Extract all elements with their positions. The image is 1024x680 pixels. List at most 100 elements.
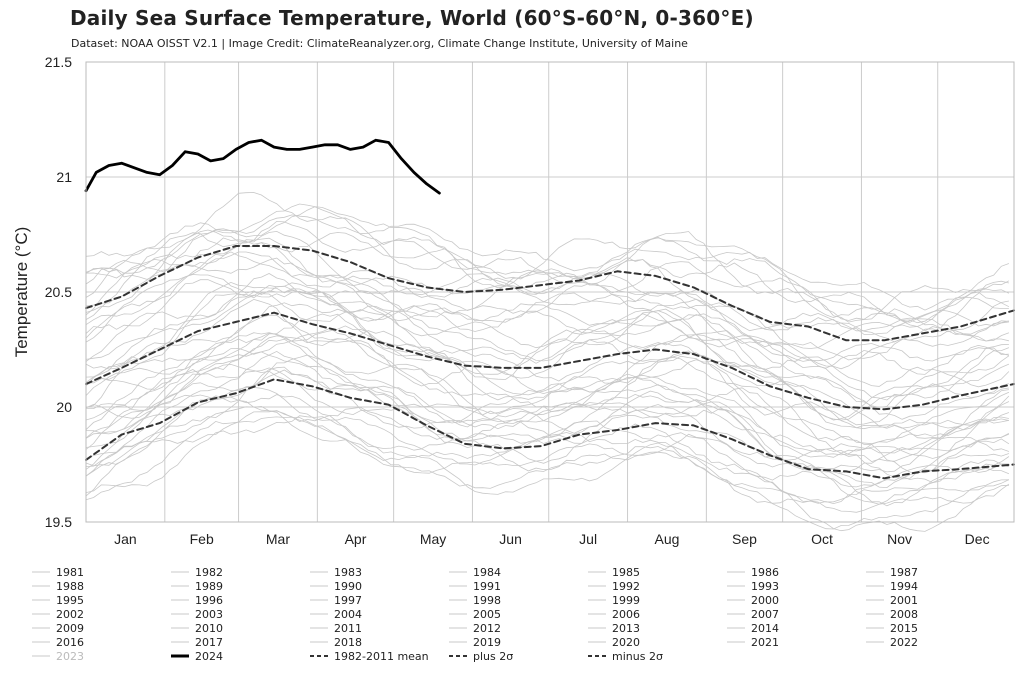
legend-item[interactable]: 2019: [449, 635, 501, 649]
legend-item[interactable]: 2017: [171, 635, 223, 649]
legend-item[interactable]: 1985: [588, 565, 640, 579]
legend-label: 2011: [334, 621, 362, 635]
background-year-line: [85, 281, 1009, 421]
legend-item[interactable]: 1992: [588, 579, 640, 593]
legend-label: 2015: [890, 621, 918, 635]
legend-item[interactable]: 2007: [727, 607, 779, 621]
legend-label: 1995: [56, 593, 84, 607]
legend-swatch: [310, 641, 328, 643]
legend-item[interactable]: 1984: [449, 565, 501, 579]
legend-label: minus 2σ: [612, 649, 663, 663]
legend-item[interactable]: 2021: [727, 635, 779, 649]
legend-swatch: [866, 585, 884, 587]
legend-label: 1981: [56, 565, 84, 579]
legend-swatch: [588, 599, 606, 601]
legend-item[interactable]: 2022: [866, 635, 918, 649]
legend-item[interactable]: 2015: [866, 621, 918, 635]
legend-item[interactable]: 1982-2011 mean: [310, 649, 429, 663]
y-tick-label: 19.5: [45, 514, 72, 530]
legend-item[interactable]: 2001: [866, 593, 918, 607]
legend-item[interactable]: 2018: [310, 635, 362, 649]
legend-item[interactable]: 2013: [588, 621, 640, 635]
legend-item[interactable]: 2010: [171, 621, 223, 635]
legend-swatch: [171, 599, 189, 601]
legend-item[interactable]: 1996: [171, 593, 223, 607]
legend-label: 1991: [473, 579, 501, 593]
background-year-lines: [85, 192, 1010, 532]
legend-item[interactable]: 1986: [727, 565, 779, 579]
highlighted-lines: [84, 138, 1015, 480]
legend-label: 2005: [473, 607, 501, 621]
legend-item[interactable]: 1995: [32, 593, 84, 607]
x-tick-label: Sep: [732, 531, 757, 547]
legend-item[interactable]: 1997: [310, 593, 362, 607]
legend-item[interactable]: 1987: [866, 565, 918, 579]
legend-item[interactable]: 2014: [727, 621, 779, 635]
legend-item[interactable]: 1999: [588, 593, 640, 607]
x-tick-label: Jan: [114, 531, 137, 547]
background-year-line: [85, 338, 1009, 473]
legend-item[interactable]: 2020: [588, 635, 640, 649]
legend-swatch: [866, 641, 884, 643]
legend-item[interactable]: 2009: [32, 621, 84, 635]
legend-item[interactable]: 2000: [727, 593, 779, 607]
legend-item[interactable]: minus 2σ: [588, 649, 663, 663]
y-axis-label: Temperature (°C): [12, 227, 31, 358]
legend-swatch: [727, 613, 745, 615]
legend-item[interactable]: 2005: [449, 607, 501, 621]
background-year-line: [85, 274, 1009, 362]
legend-item[interactable]: 2023: [32, 649, 84, 663]
y-tick-label: 20.5: [45, 284, 72, 300]
legend-item[interactable]: 1998: [449, 593, 501, 607]
legend-label: 2002: [56, 607, 84, 621]
legend-item[interactable]: 1993: [727, 579, 779, 593]
legend-label: 1982-2011 mean: [334, 649, 429, 663]
legend-swatch: [32, 613, 50, 615]
legend-item[interactable]: 1988: [32, 579, 84, 593]
legend-label: 2023: [56, 649, 84, 663]
legend-item[interactable]: 2024: [171, 649, 223, 663]
legend-item[interactable]: 2003: [171, 607, 223, 621]
legend-item[interactable]: plus 2σ: [449, 649, 513, 663]
legend-label: 1985: [612, 565, 640, 579]
legend-label: 2008: [890, 607, 918, 621]
plot-frame: [85, 61, 1015, 523]
legend-item[interactable]: 2011: [310, 621, 362, 635]
legend-item[interactable]: 2004: [310, 607, 362, 621]
legend-label: 2006: [612, 607, 640, 621]
background-year-line: [85, 347, 1009, 456]
legend-label: 1984: [473, 565, 501, 579]
legend-item[interactable]: 1983: [310, 565, 362, 579]
legend-swatch: [449, 627, 467, 629]
legend-label: 2000: [751, 593, 779, 607]
legend-label: 2020: [612, 635, 640, 649]
legend-swatch: [866, 599, 884, 601]
background-year-line: [85, 237, 1009, 335]
x-tick-label: Oct: [811, 531, 833, 547]
legend-label: 2022: [890, 635, 918, 649]
legend-label: 1988: [56, 579, 84, 593]
legend-label: 1987: [890, 565, 918, 579]
x-tick-label: May: [420, 531, 446, 547]
legend-item[interactable]: 1982: [171, 565, 223, 579]
legend-label: 2013: [612, 621, 640, 635]
legend-item[interactable]: 1981: [32, 565, 84, 579]
legend-item[interactable]: 2012: [449, 621, 501, 635]
legend-item[interactable]: 1991: [449, 579, 501, 593]
background-year-line: [85, 369, 1010, 479]
legend-swatch: [449, 655, 467, 657]
legend-swatch: [32, 655, 50, 657]
legend-label: 1983: [334, 565, 362, 579]
legend-item[interactable]: 1990: [310, 579, 362, 593]
legend-item[interactable]: 2006: [588, 607, 640, 621]
legend-swatch: [449, 585, 467, 587]
legend-item[interactable]: 2008: [866, 607, 918, 621]
legend-item[interactable]: 1989: [171, 579, 223, 593]
legend-swatch: [727, 599, 745, 601]
legend-label: 2018: [334, 635, 362, 649]
legend-item[interactable]: 2016: [32, 635, 84, 649]
legend-swatch: [171, 654, 189, 658]
legend-item[interactable]: 1994: [866, 579, 918, 593]
legend-item[interactable]: 2002: [32, 607, 84, 621]
background-year-line: [85, 354, 1010, 475]
